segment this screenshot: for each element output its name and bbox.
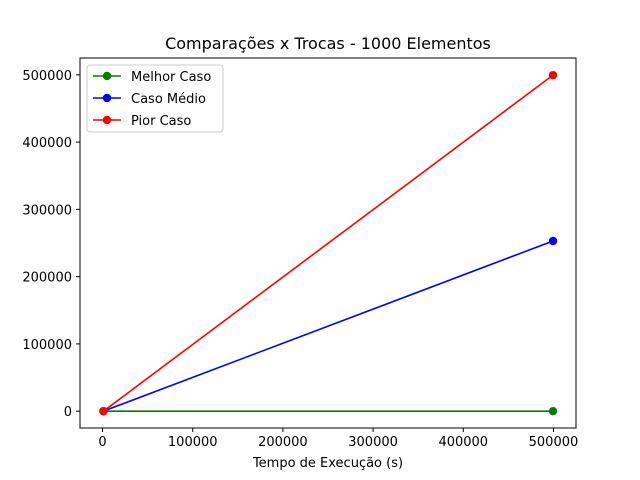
x-tick-label: 300000: [348, 435, 398, 450]
y-tick-label: 400000: [22, 136, 72, 151]
plot-frame: [79, 57, 577, 429]
legend-box: [86, 64, 224, 133]
y-tick-label: 500000: [22, 69, 72, 84]
legend-label-caso-medio: Caso Médio: [131, 92, 206, 107]
legend-marker-melhor-caso: [102, 71, 112, 81]
x-tick-label: 100000: [168, 435, 218, 450]
legend-marker-caso-medio: [102, 93, 112, 103]
y-tick-label: 200000: [22, 271, 72, 286]
chart-title: Comparações x Trocas - 1000 Elementos: [165, 34, 491, 53]
x-tick-label: 200000: [258, 435, 308, 450]
x-axis-label: Tempo de Execução (s): [252, 456, 403, 471]
x-tick-label: 400000: [438, 435, 488, 450]
axis-ticks: 0 100000 200000 300000 400000 500000 0 100000 20…: [22, 69, 578, 450]
y-tick-label: 300000: [22, 203, 72, 218]
data-point-pior-caso: [99, 406, 108, 416]
y-tick-label: 0: [64, 405, 72, 420]
legend-label-pior-caso: Pior Caso: [131, 114, 191, 129]
x-tick-label: 500000: [529, 435, 579, 450]
data-point-melhor-caso: [548, 406, 558, 416]
x-tick-label: 0: [98, 435, 106, 450]
series-line-pior-caso: [102, 74, 554, 412]
data-point-pior-caso: [548, 70, 558, 80]
plot-area: [99, 70, 558, 416]
legend: Melhor Caso Caso Médio Pior Caso: [86, 64, 224, 133]
series-line-caso-medio: [103, 240, 554, 412]
legend-marker-pior-caso: [102, 115, 112, 125]
y-tick-label: 100000: [22, 338, 72, 353]
data-point-caso-medio: [548, 236, 558, 246]
legend-label-melhor-caso: Melhor Caso: [131, 70, 211, 85]
